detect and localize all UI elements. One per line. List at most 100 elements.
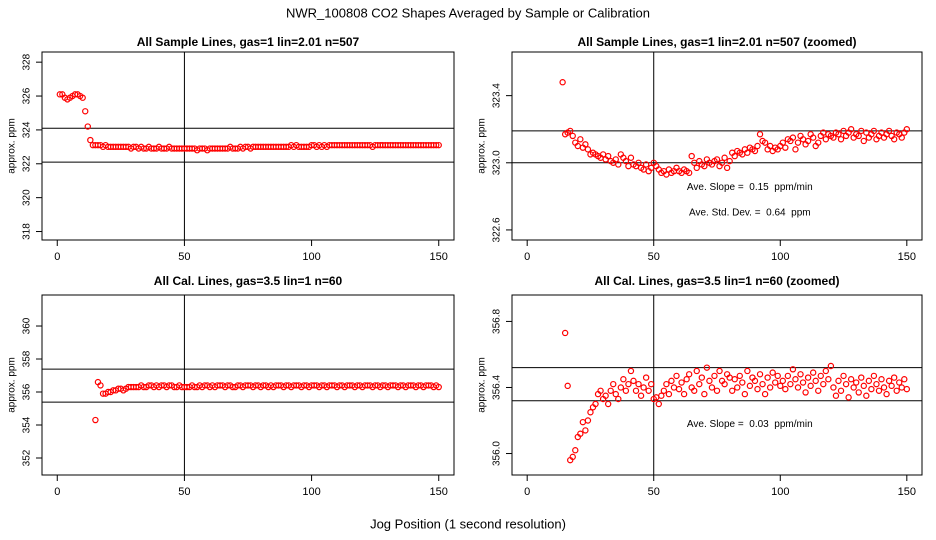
point xyxy=(675,385,683,393)
point xyxy=(903,126,911,133)
point xyxy=(830,134,837,141)
point xyxy=(56,91,64,98)
point xyxy=(822,136,830,143)
point xyxy=(759,380,766,388)
point xyxy=(602,392,609,399)
point xyxy=(870,127,878,135)
plot-frame xyxy=(41,51,455,241)
point xyxy=(893,387,900,394)
point xyxy=(79,94,86,101)
point xyxy=(903,385,911,393)
point xyxy=(635,380,642,388)
point xyxy=(787,380,794,388)
x-tick-label: 100 xyxy=(302,251,320,263)
point xyxy=(627,367,635,375)
point xyxy=(766,384,774,391)
x-tick-label: 50 xyxy=(178,251,190,263)
point xyxy=(607,387,614,394)
point xyxy=(645,387,652,394)
point xyxy=(559,79,566,86)
y-tick-label: 324 xyxy=(22,121,33,138)
point xyxy=(835,377,842,385)
panel-title: All Sample Lines, gas=1 lin=2.01 n=507 (… xyxy=(577,35,856,49)
point xyxy=(582,427,589,434)
point xyxy=(582,141,589,148)
x-tick-label: 150 xyxy=(430,486,448,498)
point xyxy=(723,164,731,172)
point xyxy=(577,430,584,437)
point xyxy=(777,382,784,390)
x-tick-label: 0 xyxy=(54,486,60,498)
point xyxy=(754,142,761,150)
point xyxy=(622,157,630,165)
point xyxy=(744,149,751,156)
point xyxy=(701,390,708,398)
point xyxy=(885,127,893,135)
point xyxy=(847,126,855,133)
point xyxy=(615,161,622,168)
point xyxy=(731,152,738,160)
point xyxy=(668,377,675,385)
point xyxy=(84,123,91,130)
point xyxy=(604,152,612,160)
point xyxy=(612,390,619,398)
x-tick-label: 100 xyxy=(771,251,789,263)
point xyxy=(564,382,571,390)
point xyxy=(577,136,584,143)
point xyxy=(604,400,612,408)
points xyxy=(56,91,442,154)
point xyxy=(561,329,569,337)
point xyxy=(774,372,781,380)
point xyxy=(642,374,650,381)
point xyxy=(832,392,840,399)
point xyxy=(756,131,764,138)
y-axis-label: approx. ppm xyxy=(477,357,488,413)
point xyxy=(896,379,903,386)
point xyxy=(809,369,817,376)
point xyxy=(825,376,832,383)
point xyxy=(587,409,594,416)
point xyxy=(782,144,789,151)
point xyxy=(850,384,857,391)
point xyxy=(685,169,693,177)
point xyxy=(627,154,635,161)
points xyxy=(559,79,911,178)
point xyxy=(875,387,883,394)
point xyxy=(711,372,718,380)
panel-title: All Cal. Lines, gas=3.5 lin=1 n=60 (zoom… xyxy=(594,274,839,288)
plot-frame xyxy=(511,51,923,241)
x-tick-label: 0 xyxy=(524,251,530,263)
y-tick-label: 323.4 xyxy=(492,83,503,108)
point xyxy=(789,134,797,141)
point xyxy=(779,139,787,146)
point xyxy=(696,380,703,388)
point xyxy=(794,139,802,146)
point xyxy=(870,372,878,380)
point xyxy=(782,385,789,393)
point xyxy=(592,400,599,408)
point xyxy=(761,390,769,398)
panel-title: All Cal. Lines, gas=3.5 lin=1 n=60 xyxy=(154,274,343,288)
point xyxy=(837,136,845,143)
plot-frame xyxy=(41,294,455,476)
point xyxy=(746,382,754,390)
point xyxy=(815,139,822,146)
x-tick-label: 150 xyxy=(898,251,916,263)
point xyxy=(97,382,104,389)
point xyxy=(721,154,728,161)
x-axis-label: Jog Position (1 second resolution) xyxy=(370,516,566,531)
point xyxy=(901,376,908,383)
point xyxy=(835,131,842,138)
point xyxy=(728,387,736,394)
point xyxy=(567,127,574,135)
point xyxy=(817,372,824,380)
y-tick-label: 352 xyxy=(22,449,33,466)
point xyxy=(880,384,888,391)
point xyxy=(898,134,905,141)
point xyxy=(769,369,776,376)
point xyxy=(713,387,721,394)
point xyxy=(772,379,779,386)
point xyxy=(665,390,673,398)
